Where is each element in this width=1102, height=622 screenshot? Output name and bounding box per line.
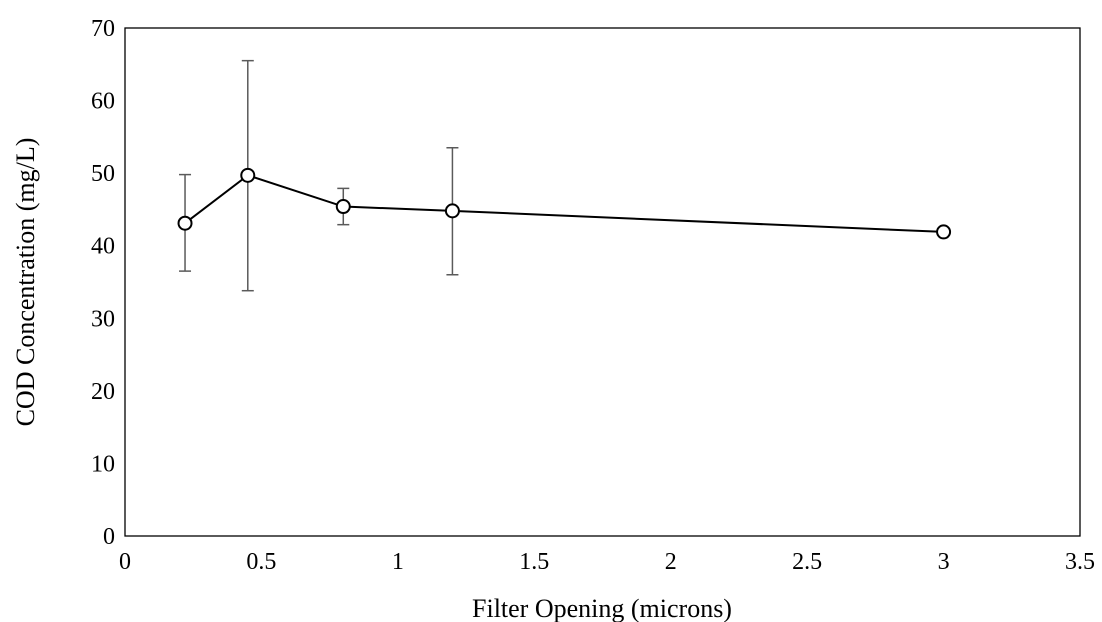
x-tick-label: 1 — [392, 549, 404, 575]
x-axis-ticks: 0 0.5 1 1.5 2 2.5 3 3.5 — [119, 549, 1095, 575]
y-tick-label: 10 — [91, 451, 115, 477]
y-tick-label: 40 — [91, 234, 115, 260]
y-tick-label: 20 — [91, 379, 115, 405]
data-point — [240, 167, 256, 183]
x-tick-label: 3.5 — [1065, 549, 1095, 575]
y-axis-title: COD Concentration (mg/L) — [11, 138, 40, 427]
x-tick-label: 0.5 — [246, 549, 276, 575]
x-tick-label: 2.5 — [792, 549, 822, 575]
y-tick-label: 60 — [91, 89, 115, 115]
data-point — [335, 199, 351, 215]
y-tick-label: 50 — [91, 161, 115, 187]
data-point — [444, 203, 460, 219]
plot-area-frame — [124, 27, 1081, 537]
x-tick-label: 1.5 — [519, 549, 549, 575]
y-tick-label: 30 — [91, 306, 115, 332]
x-axis-title: Filter Opening (microns) — [472, 594, 732, 622]
y-tick-label: 70 — [91, 16, 115, 42]
x-tick-label: 0 — [119, 549, 131, 575]
data-point — [936, 224, 952, 240]
data-points — [177, 167, 952, 240]
y-axis-ticks: 0 10 20 30 40 50 60 70 — [91, 16, 115, 550]
y-tick-label: 0 — [103, 524, 115, 550]
x-tick-label: 3 — [938, 549, 950, 575]
data-point — [177, 215, 193, 231]
series-line — [184, 174, 944, 233]
x-tick-label: 2 — [665, 549, 677, 575]
error-bars — [179, 59, 459, 292]
